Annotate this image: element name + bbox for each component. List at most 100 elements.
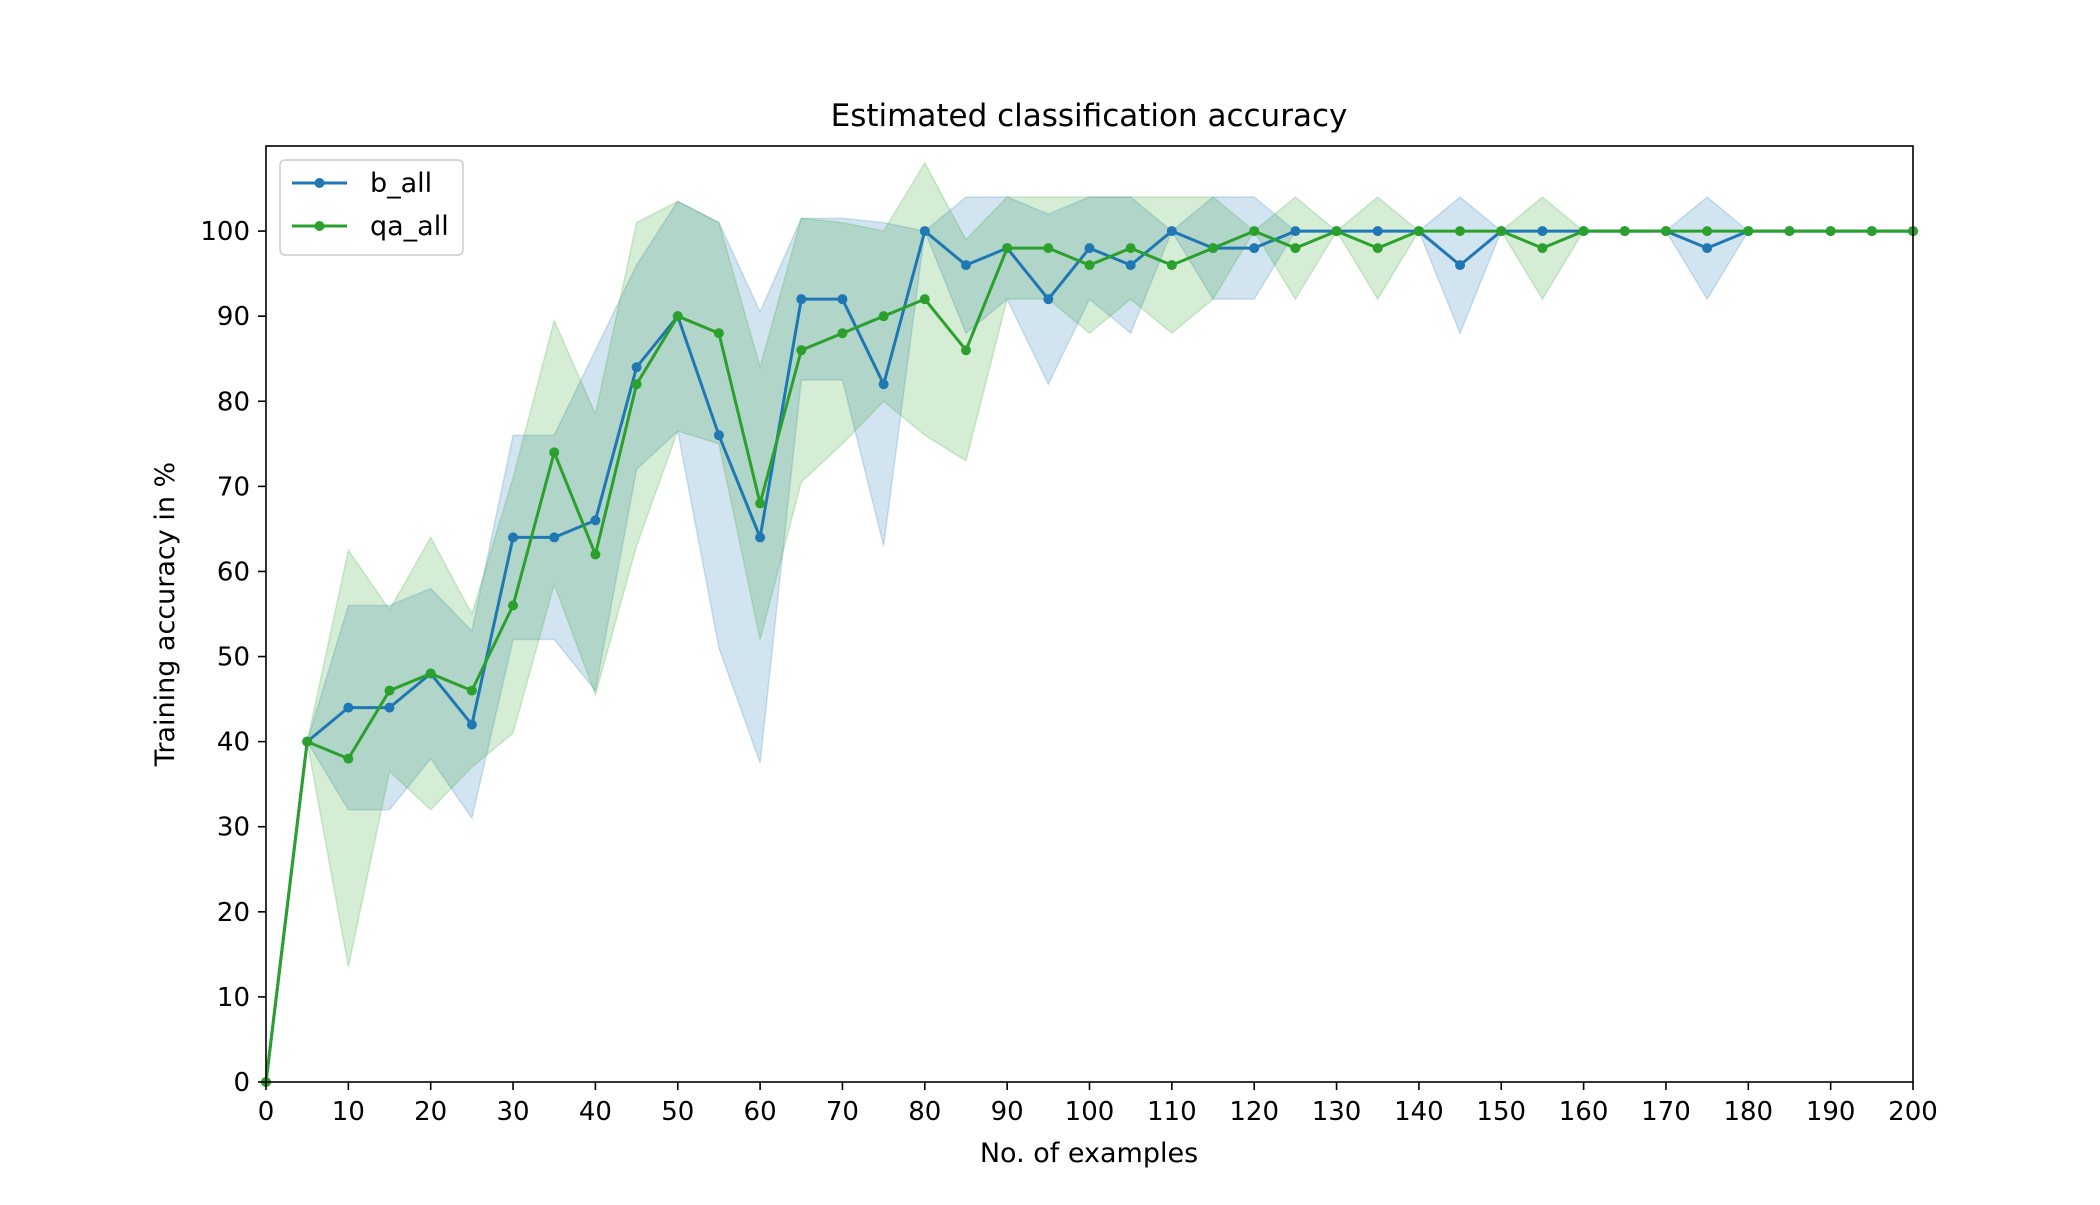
- y-tick-label: 30: [217, 813, 250, 843]
- point-qa_all: [1578, 226, 1589, 237]
- band-qa_all: [265, 161, 1913, 1083]
- point-b_all: [1125, 260, 1136, 271]
- x-tick-label: 20: [414, 1097, 447, 1127]
- point-b_all: [796, 294, 807, 305]
- point-b_all: [590, 515, 601, 526]
- point-b_all: [919, 226, 930, 237]
- y-tick-label: 100: [200, 217, 250, 247]
- point-b_all: [343, 702, 354, 713]
- point-b_all: [837, 294, 848, 305]
- x-tick-label: 60: [744, 1097, 777, 1127]
- point-qa_all: [960, 345, 971, 356]
- point-b_all: [1290, 226, 1301, 237]
- point-b_all: [466, 719, 477, 730]
- x-tick-label: 180: [1723, 1097, 1773, 1127]
- point-qa_all: [1496, 226, 1507, 237]
- point-qa_all: [1413, 226, 1424, 237]
- point-qa_all: [631, 379, 642, 390]
- point-b_all: [508, 532, 519, 543]
- x-tick-label: 120: [1229, 1097, 1279, 1127]
- point-qa_all: [1290, 243, 1301, 254]
- point-qa_all: [837, 328, 848, 339]
- point-qa_all: [1208, 243, 1219, 254]
- x-axis-label: No. of examples: [980, 1138, 1198, 1169]
- point-qa_all: [466, 685, 477, 696]
- point-qa_all: [1084, 260, 1095, 271]
- point-qa_all: [1702, 226, 1713, 237]
- legend-label-qa_all: qa_all: [370, 211, 449, 242]
- x-tick-label: 170: [1641, 1097, 1691, 1127]
- point-qa_all: [1660, 226, 1671, 237]
- y-axis-label: Training accuracy in %: [150, 462, 181, 767]
- point-b_all: [1537, 226, 1548, 237]
- legend: b_all qa_all: [279, 159, 464, 256]
- point-qa_all: [590, 549, 601, 560]
- point-qa_all: [1825, 226, 1836, 237]
- point-qa_all: [343, 753, 354, 764]
- y-tick-label: 80: [217, 387, 250, 417]
- y-tick-label: 70: [217, 472, 250, 502]
- x-tick-label: 40: [579, 1097, 612, 1127]
- y-tick-label: 90: [217, 302, 250, 332]
- x-tick-label: 10: [332, 1097, 365, 1127]
- y-tick-label: 0: [233, 1068, 250, 1098]
- point-b_all: [713, 430, 724, 441]
- x-tick-label: 190: [1806, 1097, 1856, 1127]
- point-qa_all: [1619, 226, 1630, 237]
- y-tick-label: 40: [217, 728, 250, 758]
- y-tick-label: 10: [217, 983, 250, 1013]
- band-b_all: [265, 196, 1913, 1083]
- point-b_all: [1455, 260, 1466, 271]
- point-qa_all: [1249, 226, 1260, 237]
- x-tick-label: 110: [1147, 1097, 1197, 1127]
- x-tick-label: 50: [661, 1097, 694, 1127]
- point-b_all: [384, 702, 395, 713]
- x-tick-label: 140: [1394, 1097, 1444, 1127]
- point-qa_all: [549, 447, 560, 458]
- x-tick-label: 70: [826, 1097, 859, 1127]
- point-qa_all: [1372, 243, 1383, 254]
- point-b_all: [631, 362, 642, 373]
- point-qa_all: [425, 668, 436, 679]
- x-tick-label: 0: [258, 1097, 275, 1127]
- x-tick-label: 130: [1312, 1097, 1362, 1127]
- point-b_all: [1372, 226, 1383, 237]
- point-b_all: [1043, 294, 1054, 305]
- series-markers: [261, 226, 1918, 1087]
- x-tick-label: 200: [1888, 1097, 1938, 1127]
- point-qa_all: [796, 345, 807, 356]
- point-qa_all: [1331, 226, 1342, 237]
- point-b_all: [549, 532, 560, 543]
- point-qa_all: [878, 311, 889, 322]
- point-qa_all: [1043, 243, 1054, 254]
- x-tick-label: 90: [991, 1097, 1024, 1127]
- x-tick-label: 150: [1476, 1097, 1526, 1127]
- point-qa_all: [1166, 260, 1177, 271]
- point-qa_all: [302, 736, 313, 747]
- point-qa_all: [1537, 243, 1548, 254]
- legend-marker-qa_all: [314, 221, 325, 231]
- point-qa_all: [1002, 243, 1013, 254]
- confidence-bands: [265, 161, 1913, 1083]
- y-tick-label: 20: [217, 898, 250, 928]
- x-tick-label: 30: [497, 1097, 530, 1127]
- legend-marker-b_all: [314, 178, 325, 188]
- x-axis-ticks: 0 10 20 30 40 50 60 70 80 90 100 110 120 130 140 150 160…: [258, 1082, 1938, 1127]
- point-qa_all: [1784, 226, 1795, 237]
- legend-label-b_all: b_all: [370, 168, 432, 199]
- point-qa_all: [1743, 226, 1754, 237]
- point-qa_all: [755, 498, 766, 509]
- point-qa_all: [384, 685, 395, 696]
- chart-title: Estimated classification accuracy: [831, 98, 1348, 134]
- point-qa_all: [1455, 226, 1466, 237]
- point-b_all: [1249, 243, 1260, 254]
- point-qa_all: [919, 294, 930, 305]
- x-tick-label: 100: [1065, 1097, 1115, 1127]
- point-b_all: [960, 260, 971, 271]
- x-tick-label: 80: [908, 1097, 941, 1127]
- y-axis-ticks: 0 10 20 30 40 50 60 70 80 90 100: [200, 217, 266, 1098]
- point-b_all: [755, 532, 766, 543]
- point-qa_all: [1866, 226, 1877, 237]
